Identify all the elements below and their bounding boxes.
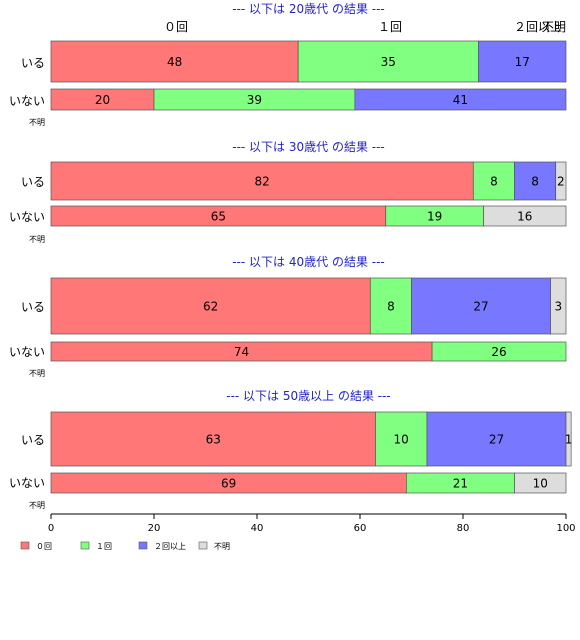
row-label: 不明 bbox=[29, 501, 45, 510]
legend-label: 不明 bbox=[214, 542, 230, 551]
bar-segment bbox=[375, 411, 428, 467]
data-label: 74 bbox=[234, 345, 249, 359]
data-label: 21 bbox=[453, 477, 468, 491]
panel-title: --- 以下は 50歳以上 の結果 --- bbox=[226, 389, 391, 403]
panel-title: --- 以下は 20歳代 の結果 --- bbox=[232, 2, 385, 16]
bar-segment bbox=[354, 88, 567, 111]
column-label: ０回 bbox=[164, 20, 188, 34]
data-label: 39 bbox=[247, 93, 262, 107]
data-label: 2 bbox=[557, 175, 565, 189]
bar-segment bbox=[50, 411, 376, 467]
bar-segment bbox=[297, 40, 479, 83]
bar-segment bbox=[483, 205, 567, 227]
data-label: 35 bbox=[381, 55, 396, 69]
panel-title: --- 以下は 30歳代 の結果 --- bbox=[232, 140, 385, 154]
row-label: いる bbox=[21, 175, 45, 189]
data-label: 1 bbox=[565, 433, 573, 447]
legend-swatch bbox=[198, 541, 208, 550]
x-tick-label: 80 bbox=[457, 523, 470, 534]
bar-segment bbox=[369, 277, 412, 335]
row-label: いない bbox=[9, 210, 45, 224]
row-label: いない bbox=[9, 476, 45, 490]
bar-segment bbox=[514, 472, 567, 494]
row-label: 不明 bbox=[29, 369, 45, 378]
data-label: 10 bbox=[533, 477, 548, 491]
data-label: 19 bbox=[427, 210, 442, 224]
column-label: 不明 bbox=[542, 20, 566, 34]
x-tick-label: 40 bbox=[251, 523, 264, 534]
data-label: 3 bbox=[554, 300, 562, 314]
legend-swatch bbox=[20, 541, 30, 550]
bar-segment bbox=[50, 277, 371, 335]
bar-segment bbox=[426, 411, 567, 467]
x-tick-label: 100 bbox=[556, 523, 575, 534]
data-label: 17 bbox=[515, 55, 530, 69]
bar-segment bbox=[411, 277, 551, 335]
legend-label: ２回以上 bbox=[154, 542, 186, 551]
data-label: 41 bbox=[453, 93, 468, 107]
data-label: 26 bbox=[491, 345, 506, 359]
row-label: いない bbox=[9, 345, 45, 359]
legend-label: ０回 bbox=[36, 542, 52, 551]
data-label: 48 bbox=[167, 55, 182, 69]
bar-segment bbox=[550, 277, 567, 335]
legend-swatch bbox=[80, 541, 90, 550]
row-label: いる bbox=[21, 433, 45, 447]
bar-segment bbox=[555, 161, 567, 201]
data-label: 82 bbox=[255, 175, 270, 189]
data-label: 65 bbox=[211, 210, 226, 224]
bar-segment bbox=[514, 161, 557, 201]
data-label: 27 bbox=[489, 433, 504, 447]
row-label: 不明 bbox=[29, 235, 45, 244]
bar-segment bbox=[50, 161, 474, 201]
column-label: １回 bbox=[378, 20, 402, 34]
data-label: 62 bbox=[203, 300, 218, 314]
data-label: 16 bbox=[517, 210, 532, 224]
bar-segment bbox=[478, 40, 567, 83]
bar-segment bbox=[472, 161, 515, 201]
data-label: 69 bbox=[221, 477, 236, 491]
panel-title: --- 以下は 40歳代 の結果 --- bbox=[232, 255, 385, 269]
bar-segment bbox=[565, 411, 572, 467]
column-label: ２回以上 bbox=[514, 20, 562, 34]
data-label: 8 bbox=[387, 300, 395, 314]
data-label: 8 bbox=[490, 175, 498, 189]
legend-swatch bbox=[138, 541, 148, 550]
x-tick-label: 20 bbox=[148, 523, 161, 534]
data-label: 8 bbox=[531, 175, 539, 189]
legend-label: １回 bbox=[96, 542, 112, 551]
row-label: 不明 bbox=[29, 118, 45, 127]
row-label: いる bbox=[21, 56, 45, 70]
row-label: いない bbox=[9, 94, 45, 108]
data-label: 20 bbox=[95, 93, 110, 107]
data-label: 27 bbox=[473, 300, 488, 314]
x-tick-label: 60 bbox=[354, 523, 367, 534]
data-label: 63 bbox=[206, 433, 221, 447]
row-label: いる bbox=[21, 300, 45, 314]
x-tick-label: 0 bbox=[48, 523, 54, 534]
data-label: 10 bbox=[394, 433, 409, 447]
bar-segment bbox=[431, 341, 567, 362]
